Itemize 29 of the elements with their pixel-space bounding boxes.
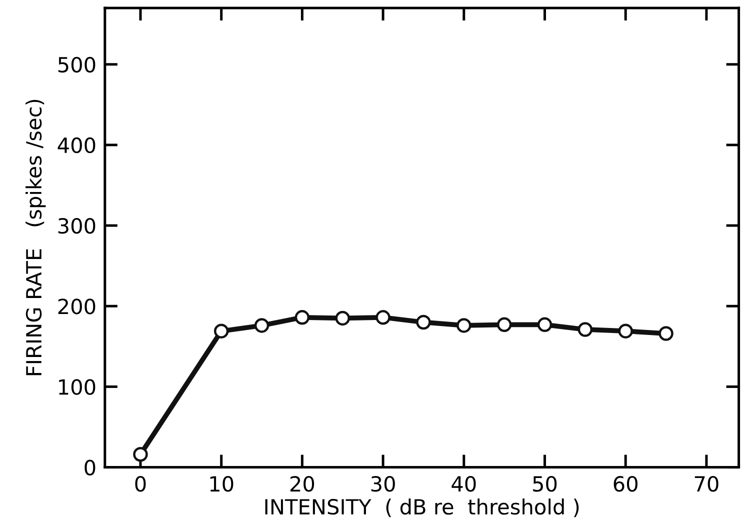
x-axis-title: INTENSITY ( dB re threshold ) <box>265 498 579 518</box>
point <box>416 314 431 330</box>
point <box>376 310 390 325</box>
point <box>294 310 310 325</box>
y-tick-label: 500 <box>58 56 96 73</box>
x-tick-label: 40 <box>452 476 476 492</box>
point <box>133 447 148 462</box>
point <box>578 322 593 337</box>
point <box>214 324 229 338</box>
point <box>456 318 472 333</box>
point <box>335 310 350 326</box>
x-tick-label: 70 <box>694 476 718 492</box>
point <box>496 317 512 332</box>
y-tick-label: 300 <box>58 218 96 234</box>
point <box>618 324 633 338</box>
x-tick-label: 0 <box>135 476 146 492</box>
y-axis-title: FIRING RATE (spikes /sec) <box>26 100 46 376</box>
y-tick-label: 0 <box>84 460 96 476</box>
y-tick-label: 200 <box>58 298 96 314</box>
y-tick-label: 400 <box>58 137 96 154</box>
y-tick-label: 100 <box>59 379 96 395</box>
x-tick-label: 30 <box>371 476 395 492</box>
x-tick-label: 10 <box>210 476 234 492</box>
point <box>658 326 674 341</box>
point <box>254 318 270 333</box>
point <box>537 317 552 332</box>
x-tick-label: 50 <box>533 476 557 492</box>
x-tick-label: 60 <box>614 476 638 492</box>
x-tick-label: 20 <box>290 476 314 492</box>
